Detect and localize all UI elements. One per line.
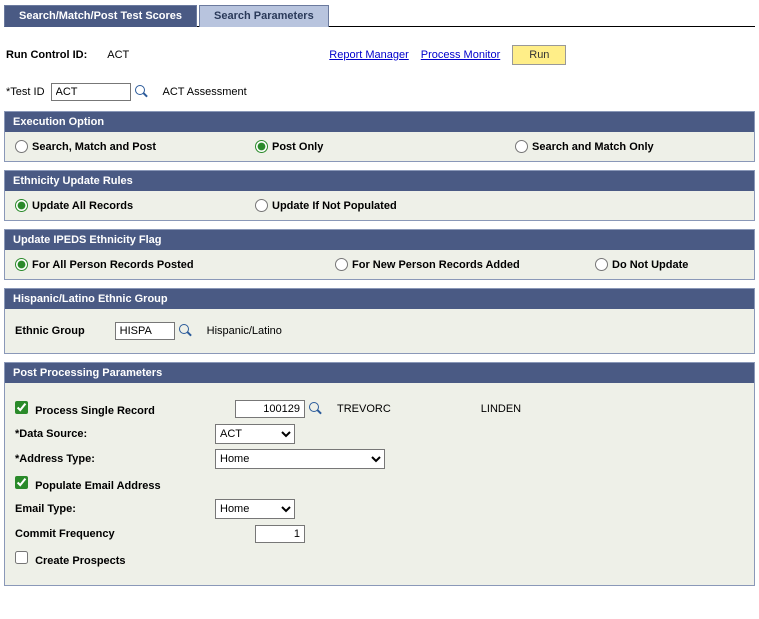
create-prospects-checkbox[interactable] (15, 551, 28, 564)
exec-search-match-post-label: Search, Match and Post (32, 141, 156, 153)
person-last-name: LINDEN (481, 403, 521, 415)
create-prospects-label: Create Prospects (35, 555, 126, 567)
tab-search-parameters[interactable]: Search Parameters (199, 5, 329, 27)
data-source-label: Data Source: (15, 428, 215, 440)
test-id-description: ACT Assessment (163, 86, 247, 98)
populate-email-checkbox[interactable] (15, 476, 28, 489)
eth-update-if-not-populated-label: Update If Not Populated (272, 200, 397, 212)
process-single-record-checkbox[interactable] (15, 401, 28, 414)
process-single-record-label: Process Single Record (35, 405, 155, 417)
populate-email-label: Populate Email Address (35, 480, 161, 492)
execution-option-header: Execution Option (5, 112, 754, 132)
data-source-select[interactable]: ACT (215, 424, 295, 444)
eth-update-if-not-populated-radio[interactable] (255, 199, 268, 212)
test-id-input[interactable] (51, 83, 131, 101)
hispanic-header: Hispanic/Latino Ethnic Group (5, 289, 754, 309)
exec-post-only-label: Post Only (272, 141, 323, 153)
process-monitor-link[interactable]: Process Monitor (421, 49, 500, 61)
ipeds-header: Update IPEDS Ethnicity Flag (5, 230, 754, 250)
tab-search-match-post[interactable]: Search/Match/Post Test Scores (4, 5, 197, 27)
lookup-icon[interactable] (309, 402, 323, 416)
ipeds-do-not-update-label: Do Not Update (612, 259, 688, 271)
post-processing-header: Post Processing Parameters (5, 363, 754, 383)
address-type-label: Address Type: (15, 453, 215, 465)
address-type-select[interactable]: Home (215, 449, 385, 469)
email-type-label: Email Type: (15, 503, 215, 515)
report-manager-link[interactable]: Report Manager (329, 49, 409, 61)
exec-search-match-only-label: Search and Match Only (532, 141, 654, 153)
commit-frequency-label: Commit Frequency (15, 528, 215, 540)
exec-search-match-only-radio[interactable] (515, 140, 528, 153)
run-control-id-value: ACT (107, 49, 129, 61)
eth-update-all-radio[interactable] (15, 199, 28, 212)
record-id-input[interactable] (235, 400, 305, 418)
ethnic-group-input[interactable] (115, 322, 175, 340)
ipeds-new-added-radio[interactable] (335, 258, 348, 271)
commit-frequency-input[interactable] (255, 525, 305, 543)
ipeds-new-added-label: For New Person Records Added (352, 259, 520, 271)
exec-post-only-radio[interactable] (255, 140, 268, 153)
lookup-icon[interactable] (179, 324, 193, 338)
run-button[interactable]: Run (512, 45, 566, 65)
person-first-name: TREVORC (337, 403, 391, 415)
exec-search-match-post-radio[interactable] (15, 140, 28, 153)
lookup-icon[interactable] (135, 85, 149, 99)
ipeds-all-posted-label: For All Person Records Posted (32, 259, 194, 271)
ipeds-do-not-update-radio[interactable] (595, 258, 608, 271)
ethnic-group-label: Ethnic Group (15, 325, 85, 337)
ethnicity-rules-header: Ethnicity Update Rules (5, 171, 754, 191)
run-control-id-label: Run Control ID: (6, 49, 87, 61)
ethnic-group-description: Hispanic/Latino (207, 325, 282, 337)
ipeds-all-posted-radio[interactable] (15, 258, 28, 271)
test-id-label: Test ID (6, 86, 45, 98)
eth-update-all-label: Update All Records (32, 200, 133, 212)
email-type-select[interactable]: Home (215, 499, 295, 519)
